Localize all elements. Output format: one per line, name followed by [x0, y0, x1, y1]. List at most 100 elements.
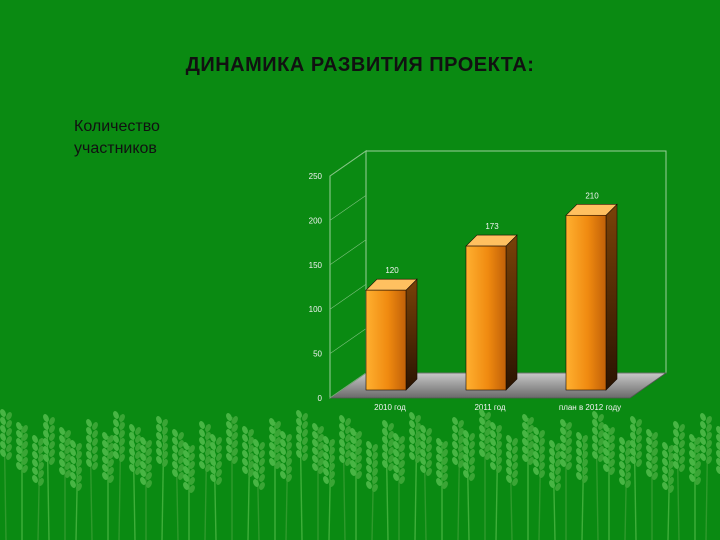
wheat-grain: [673, 461, 679, 469]
wheat-grain: [323, 444, 329, 452]
wheat-grain: [662, 474, 668, 482]
wheat-grain: [630, 456, 636, 464]
x-tick-label: план в 2012 году: [559, 403, 621, 412]
wheat-grain: [700, 421, 706, 429]
wheat-grain: [576, 456, 582, 464]
wheat-grain: [65, 438, 71, 446]
wheat-grain: [113, 451, 119, 459]
wheat-grain: [65, 470, 71, 478]
wheat-grain: [603, 424, 609, 432]
wheat-grain: [458, 436, 464, 444]
wheat-grain: [512, 470, 518, 478]
wheat-grain: [560, 459, 566, 467]
wheat-grain: [662, 442, 668, 450]
wheat-grain: [135, 467, 141, 475]
wheat-grain: [312, 463, 318, 471]
wheat-grain: [162, 443, 168, 451]
wheat-grain: [345, 442, 351, 450]
wheat-grain: [216, 477, 222, 485]
wheat-grain: [189, 453, 195, 461]
wheat-grain: [253, 471, 259, 479]
wheat-grain: [146, 472, 152, 480]
wheat-grain: [420, 457, 426, 465]
wheat-grain: [560, 419, 566, 427]
gridline: [329, 239, 367, 266]
wheat-grain: [609, 451, 615, 459]
wheat-grain: [350, 436, 356, 444]
wheat-grain: [248, 437, 254, 445]
wheat-grain: [119, 430, 125, 438]
wheat-grain: [302, 429, 308, 437]
wheat-grain: [302, 437, 308, 445]
wheat-grain: [436, 446, 442, 454]
wheat-grain: [668, 461, 674, 469]
wheat-grain: [415, 423, 421, 431]
wheat-grain: [162, 435, 168, 443]
wheat-grain: [275, 437, 281, 445]
wheat-grain: [76, 475, 82, 483]
y-tick-labels: 0 50 100 150 200 250: [309, 172, 323, 403]
wheat-grain: [382, 420, 388, 428]
wheat-grain: [625, 448, 631, 456]
wheat-grain: [598, 454, 604, 462]
wheat-grain: [76, 443, 82, 451]
wheat-grain: [409, 452, 415, 460]
wheat-grain: [706, 440, 712, 448]
wheat-grain: [38, 470, 44, 478]
wheat-grain: [6, 412, 12, 420]
wheat-grain: [689, 434, 695, 442]
wheat-grain: [426, 428, 432, 436]
wheat-grain: [22, 425, 28, 433]
x-tick-label: 2011 год: [474, 403, 505, 412]
wheat-grain: [490, 462, 496, 470]
wheat-grain: [183, 458, 189, 466]
wheat-grain: [619, 445, 625, 453]
wheat-grain: [458, 460, 464, 468]
wheat-grain: [452, 449, 458, 457]
wheat-grain: [436, 454, 442, 462]
wheat-stalk: [581, 435, 585, 540]
wheat-grain: [269, 426, 275, 434]
wheat-stalk: [75, 443, 79, 540]
wheat-grain: [356, 471, 362, 479]
wheat-grain: [242, 442, 248, 450]
wheat-grain: [329, 439, 335, 447]
wheat-grain: [0, 433, 6, 441]
wheat-grain: [323, 476, 329, 484]
wheat-grain: [415, 455, 421, 463]
wheat-grain: [485, 412, 491, 420]
wheat-grain: [619, 437, 625, 445]
wheat-grain: [329, 455, 335, 463]
wheat-grain: [442, 457, 448, 465]
wheat-grain: [566, 454, 572, 462]
wheat-grain: [452, 425, 458, 433]
wheat-grain: [286, 434, 292, 442]
wheat-grain: [70, 480, 76, 488]
wheat-grain: [576, 448, 582, 456]
wheat-stalk: [633, 419, 637, 540]
wheat-grain: [539, 446, 545, 454]
wheat-grain: [210, 450, 216, 458]
wheat-grain: [496, 441, 502, 449]
wheat-grain: [86, 427, 92, 435]
wheat-grain: [442, 473, 448, 481]
wheat-grain: [388, 439, 394, 447]
wheat-grain: [490, 446, 496, 454]
wheat-grain: [226, 429, 232, 437]
wheat-grain: [156, 448, 162, 456]
wheat-grain: [625, 472, 631, 480]
y-tick-label: 150: [309, 261, 323, 270]
wheat-grain: [43, 446, 49, 454]
wheat-grain: [533, 451, 539, 459]
wheat-grain: [662, 482, 668, 490]
wheat-grain: [506, 459, 512, 467]
wheat-grain: [673, 437, 679, 445]
wheat-grain: [630, 448, 636, 456]
wheat-grain: [146, 456, 152, 464]
wheat-grain: [178, 472, 184, 480]
subtitle-line-1: Количество: [74, 118, 160, 135]
wheat-grain: [555, 443, 561, 451]
wheat-grain: [415, 431, 421, 439]
wheat-grain: [463, 454, 469, 462]
wheat-grain: [248, 445, 254, 453]
